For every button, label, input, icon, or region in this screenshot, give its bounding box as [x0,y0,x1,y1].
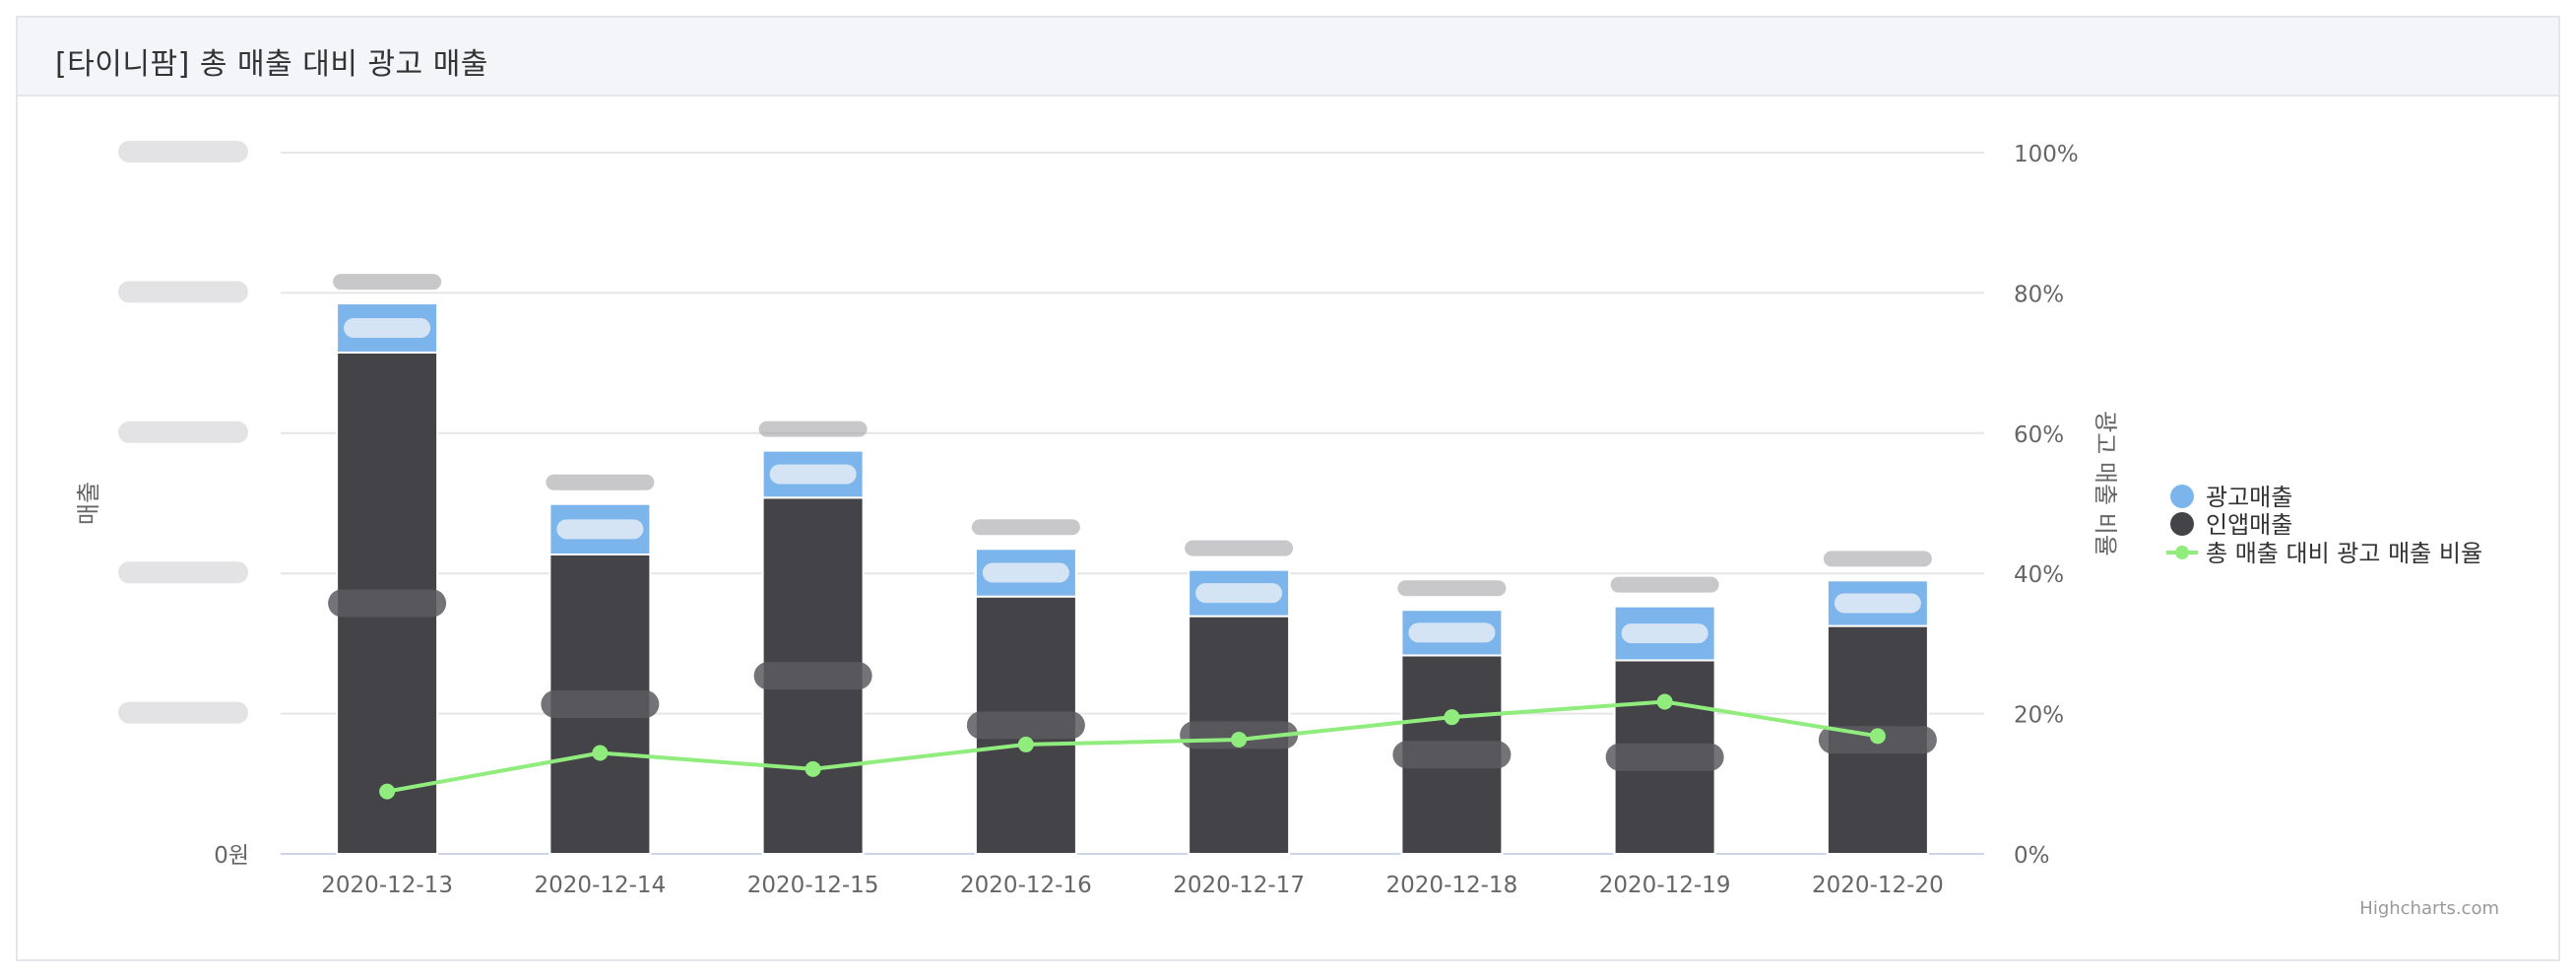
y-right-tick-label: 60% [2014,423,2064,448]
inapp-label-redacted [328,589,447,618]
legend-item-2[interactable]: 총 매출 대비 광고 매출 비율 [2206,540,2482,567]
y-left-tick-label-redacted [118,141,248,163]
ad-label-redacted [344,318,431,338]
y-left-axis-title: 매출 [75,482,102,525]
ratio-line [386,699,1879,794]
y-right-tick-label: 100% [2014,142,2079,167]
y-right-tick-label: 40% [2014,562,2064,588]
x-tick-label: 2020-12-18 [1386,873,1518,898]
ad-label-redacted [982,562,1069,583]
y-right-tick-label: 20% [2014,703,2064,729]
panel-title: [타이니팜] 총 매출 대비 광고 매출 [55,47,488,82]
y-left-tick-label: 0원 [214,843,249,869]
legend-symbol-ad [2170,485,2194,508]
inapp-label-redacted [1392,741,1512,769]
total-label-redacted [1610,576,1719,593]
credit-link[interactable]: Highcharts.com [2359,898,2499,919]
x-tick-label: 2020-12-19 [1599,873,1731,898]
y-right-tick-label: 80% [2014,282,2064,307]
inapp-label-redacted [541,689,660,718]
total-label-redacted [546,474,655,490]
ratio-point[interactable] [1231,731,1248,748]
inapp-label-redacted [966,711,1085,740]
x-tick-label: 2020-12-17 [1173,873,1305,898]
y-right-tick-label: 0% [2014,843,2050,869]
inapp-label-redacted [1605,743,1724,771]
ratio-point[interactable] [1869,728,1886,745]
y-left-tick-label-redacted [118,701,248,724]
total-label-redacted [971,519,1080,536]
ad-label-redacted [556,519,644,540]
panel-header: [타이니팜] 총 매출 대비 광고 매출 [18,18,2558,97]
x-tick-label: 2020-12-15 [747,873,879,898]
ratio-point[interactable] [1017,736,1034,752]
ad-label-redacted [1408,622,1496,643]
total-label-redacted [333,274,442,291]
total-label-redacted [758,421,868,437]
x-tick-label: 2020-12-14 [535,873,667,898]
total-label-redacted [1185,540,1294,556]
y-left-tick-label-redacted [118,561,248,584]
ratio-point[interactable] [805,760,821,777]
ratio-point[interactable] [1444,709,1460,726]
ratio-point[interactable] [592,745,609,761]
ad-label-redacted [1621,623,1708,644]
ad-label-redacted [1834,593,1921,614]
ad-label-redacted [769,464,857,485]
y-left-tick-label-redacted [118,281,248,303]
legend-symbol-inapp [2170,512,2194,536]
x-tick-label: 2020-12-16 [960,873,1092,898]
ad-label-redacted [1195,583,1283,604]
total-label-redacted [1823,551,1932,567]
legend-item-0[interactable]: 광고매출 [2206,484,2292,511]
ratio-point[interactable] [1656,693,1673,710]
y-right-axis-title: 광고 매출 비율 [2092,411,2119,556]
ratio-point[interactable] [379,783,396,800]
legend-item-1[interactable]: 인앱매출 [2206,511,2292,539]
y-left-tick-label-redacted [118,421,248,443]
legend-symbol-ratio [2175,546,2189,559]
x-tick-label: 2020-12-13 [321,873,453,898]
inapp-label-redacted [753,662,872,690]
total-label-redacted [1397,580,1507,597]
x-tick-label: 2020-12-20 [1812,873,1944,898]
